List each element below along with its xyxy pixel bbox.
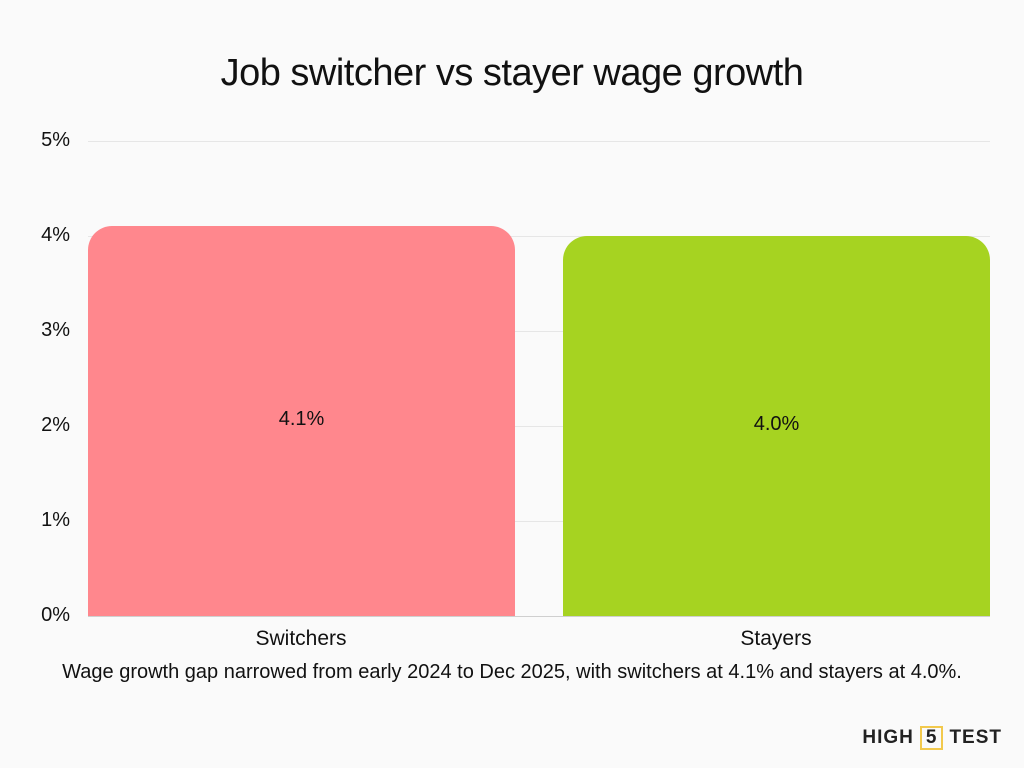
baseline [88,616,990,617]
gridline [88,521,990,522]
bar-value-label: 4.1% [278,408,325,430]
brand-logo: HIGH 5 TEST [862,726,1002,750]
y-tick-2: 2% [41,414,70,436]
plot-area: 4.1% 4.0% [88,141,990,617]
brand-box: 5 [919,726,944,750]
x-tick-switchers: Switchers [255,627,347,650]
gridline [88,331,990,332]
bar-switchers: 4.1% [88,226,515,616]
y-tick-0: 0% [41,604,70,626]
y-tick-3: 3% [41,319,70,341]
bar-value-label: 4.0% [753,413,800,435]
x-tick-stayers: Stayers [740,627,812,650]
brand-text-left: HIGH [862,727,914,748]
y-tick-1: 1% [41,509,70,531]
y-tick-5: 5% [41,129,70,151]
bar-stayers: 4.0% [563,236,990,616]
gridline [88,236,990,237]
gridline [88,141,990,142]
chart-caption: Wage growth gap narrowed from early 2024… [62,661,962,683]
chart-title: Job switcher vs stayer wage growth [220,52,804,94]
y-tick-4: 4% [41,224,70,246]
gridline [88,426,990,427]
brand-text-right: TEST [949,727,1002,748]
